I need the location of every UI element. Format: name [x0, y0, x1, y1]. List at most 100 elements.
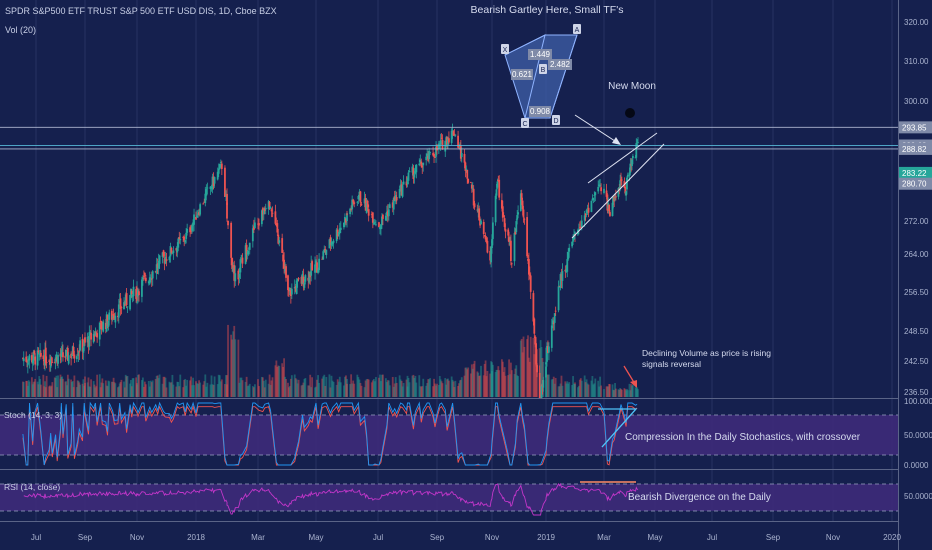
volume-bar — [67, 378, 70, 397]
volume-bar — [136, 382, 138, 397]
volume-bar — [204, 374, 207, 397]
candle-body — [261, 208, 264, 215]
time-scale[interactable]: Jul Sep Nov 2018 Mar May Jul Sep Nov 2019 Mar May Ju… — [31, 533, 902, 542]
volume-bar — [626, 390, 629, 397]
candle-body — [65, 349, 68, 357]
candle-body — [458, 145, 460, 148]
candle-body — [560, 274, 563, 281]
candle-body — [356, 201, 359, 203]
price-tick-label: 320.00 — [904, 18, 929, 27]
volume-bar — [496, 369, 499, 397]
volume-bar — [84, 376, 86, 397]
volume-bar — [574, 383, 576, 397]
volume-bar — [626, 388, 628, 397]
candle-body — [592, 197, 595, 201]
candle-body — [165, 259, 168, 261]
candle-body — [309, 273, 312, 278]
candle-body — [514, 231, 517, 235]
candle-body — [339, 227, 342, 230]
candle-body — [254, 222, 256, 228]
candle-body — [233, 265, 236, 281]
volume-bar — [573, 383, 575, 397]
candle-body — [258, 223, 260, 226]
candle-body — [230, 222, 233, 258]
candle-body — [599, 185, 602, 187]
candle-body — [227, 220, 229, 226]
candle-body — [297, 278, 300, 280]
volume-bar — [618, 389, 621, 397]
candle-body — [453, 133, 456, 136]
candle-body — [324, 248, 327, 253]
volume-bar — [503, 367, 506, 397]
candle-body — [179, 239, 182, 241]
price-scale[interactable]: 320.00 310.00 300.00 272.00 264.00 256.50 248.… — [904, 18, 929, 397]
candle-body — [199, 204, 202, 215]
wedge-upper-line[interactable] — [587, 132, 658, 184]
candle-body — [51, 362, 54, 364]
volume-bar — [380, 381, 382, 397]
volume-bar — [590, 380, 593, 397]
volume-bar — [332, 381, 335, 397]
gartley-pattern[interactable]: X A B C D 1.449 0.621 2.482 0.908 — [501, 24, 581, 128]
volume-bar — [34, 378, 37, 397]
volume-bar — [625, 390, 627, 397]
volume-bar — [90, 379, 92, 397]
candle-body — [503, 218, 506, 227]
volume-bar — [547, 374, 549, 397]
candle-body — [285, 266, 287, 278]
gartley-ratio-box — [511, 69, 533, 80]
volume-bar — [519, 340, 522, 397]
volume-bar — [112, 377, 115, 397]
volume-bar — [88, 386, 91, 397]
candle-body — [572, 237, 574, 242]
volume-bar — [53, 377, 56, 397]
price-badge — [899, 142, 932, 155]
horizontal-levels[interactable] — [0, 126, 898, 150]
volume-bar — [219, 381, 222, 397]
time-tick-label: Jul — [31, 533, 41, 542]
candle-body — [234, 273, 237, 282]
rising-wedge[interactable] — [571, 132, 665, 239]
candle-body — [155, 264, 158, 274]
volume-bar — [38, 376, 41, 397]
candle-body — [169, 246, 172, 257]
candle-body — [247, 248, 250, 250]
candle-body — [158, 255, 161, 264]
volume-bar — [119, 381, 122, 397]
candle-body — [564, 269, 567, 272]
candle-body — [528, 259, 530, 275]
candle-body — [519, 193, 522, 211]
candle-body — [282, 254, 285, 262]
candle-body — [31, 360, 34, 364]
candle-body — [284, 268, 286, 272]
stochastic-pane[interactable]: Stoch (14, 3, 3) Compression In the Dail… — [0, 401, 898, 466]
volume-bar — [39, 378, 41, 397]
volume-bar — [460, 377, 463, 397]
candle-body — [364, 197, 367, 211]
volume-bar — [32, 382, 35, 397]
time-tick-label: Sep — [766, 533, 781, 542]
price-tick-label: 310.00 — [904, 57, 929, 66]
volume-bar — [494, 372, 497, 397]
rsi-pane[interactable]: RSI (14, close) Bearish Divergence on th… — [0, 481, 898, 516]
volume-bar — [370, 382, 373, 397]
candle-body — [270, 209, 273, 212]
volume-bar — [282, 367, 285, 397]
candle-body — [420, 161, 423, 167]
candle-body — [136, 287, 138, 295]
candle-body — [251, 228, 254, 242]
volume-bar — [87, 377, 90, 397]
wedge-lower-line[interactable] — [571, 143, 665, 239]
candle-body — [345, 218, 347, 223]
candle-body — [401, 185, 404, 197]
candle-body — [112, 314, 115, 319]
candle-body — [337, 232, 340, 235]
candle-body — [71, 354, 73, 357]
volume-bar — [507, 375, 510, 397]
candle-body — [489, 250, 492, 261]
volume-bar — [337, 381, 340, 397]
candle-body — [293, 286, 296, 289]
volume-bar — [106, 386, 109, 397]
candle-body — [507, 229, 510, 236]
